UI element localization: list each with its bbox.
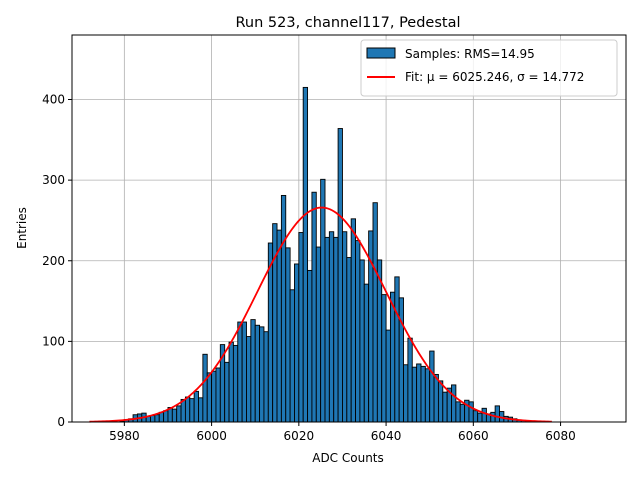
- plot-frame: [71, 34, 627, 423]
- histogram-bar: [254, 324, 261, 423]
- histogram-bar: [320, 178, 326, 423]
- histogram-bar: [394, 276, 400, 423]
- histogram-bar: [193, 390, 199, 423]
- legend: Samples: RMS=14.95 Fit: μ = 6025.246, σ …: [360, 39, 618, 97]
- histogram-bars: [119, 86, 531, 423]
- histogram-bar: [202, 353, 208, 423]
- histogram-bar: [337, 128, 343, 423]
- x-tick-label: 6060: [458, 429, 489, 443]
- histogram-bar: [451, 384, 457, 423]
- histogram-bar: [189, 398, 195, 423]
- histogram-bar: [376, 259, 383, 423]
- histogram-bar: [285, 247, 291, 423]
- histogram-bar: [171, 408, 178, 423]
- histogram-bar: [455, 401, 461, 423]
- histogram-bar: [459, 403, 466, 423]
- histogram-bar: [398, 297, 404, 423]
- x-tick-label: 6080: [545, 429, 576, 443]
- histogram-bar: [259, 326, 265, 423]
- x-axis-label: ADC Counts: [312, 451, 384, 465]
- histogram-bar: [472, 410, 479, 423]
- histogram-bar: [263, 331, 269, 423]
- y-tick-label: 400: [42, 93, 65, 107]
- grid-lines: [72, 35, 626, 423]
- histogram-bar: [198, 397, 204, 423]
- histogram-bar: [481, 407, 487, 423]
- histogram-bar: [442, 391, 448, 423]
- histogram-bar: [490, 411, 496, 423]
- histogram-bar: [477, 412, 483, 423]
- x-tick-label: 5980: [109, 429, 140, 443]
- y-tick-label: 100: [42, 334, 65, 348]
- histogram-bar: [468, 401, 474, 423]
- legend-swatch-samples: [366, 47, 396, 59]
- histogram-bar: [215, 367, 221, 423]
- y-tick-label: 0: [57, 415, 65, 429]
- histogram-bar: [424, 368, 431, 423]
- histogram-bar: [324, 236, 330, 423]
- histogram-bar: [302, 86, 309, 423]
- histogram-bar: [416, 363, 422, 423]
- histogram-bar: [163, 410, 169, 423]
- histogram-bar: [342, 231, 348, 423]
- histogram-bar: [237, 321, 243, 423]
- histogram-bar: [250, 319, 256, 423]
- histogram-bar: [294, 263, 300, 423]
- legend-box: [360, 39, 618, 97]
- histogram-bar: [298, 232, 304, 423]
- histogram-bar: [433, 373, 439, 423]
- legend-label-samples: Samples: RMS=14.95: [405, 47, 535, 61]
- x-axis-ticks: 5980 6000 6020 6040 6060 6080: [109, 422, 576, 443]
- histogram-bar: [420, 365, 426, 423]
- histogram-bar: [494, 405, 500, 423]
- histogram-bar: [350, 218, 356, 423]
- histogram-bar: [176, 405, 182, 423]
- y-axis-label: Entries: [15, 207, 29, 249]
- histogram-bar: [411, 366, 418, 423]
- y-tick-label: 300: [42, 173, 65, 187]
- histogram-bar: [289, 289, 295, 423]
- histogram-bar: [359, 259, 365, 423]
- histogram-bar: [228, 341, 234, 423]
- histogram-bar: [307, 269, 313, 423]
- histogram-bar: [246, 336, 252, 423]
- fit-curve-group: [89, 206, 552, 423]
- x-tick-label: 6000: [196, 429, 227, 443]
- histogram-bar: [315, 246, 322, 423]
- histogram-bar: [407, 337, 413, 423]
- histogram-bar: [437, 380, 444, 423]
- histogram-bar: [328, 231, 335, 423]
- y-tick-label: 200: [42, 254, 65, 268]
- y-axis-ticks: 0 100 200 300 400: [42, 93, 72, 429]
- histogram-bar: [403, 364, 409, 423]
- histogram-bar: [372, 202, 378, 423]
- legend-label-fit: Fit: μ = 6025.246, σ = 14.772: [405, 70, 584, 84]
- histogram-bar: [385, 329, 391, 423]
- histogram-bar: [276, 229, 282, 423]
- histogram-bar: [232, 344, 239, 423]
- histogram-bar: [333, 236, 339, 423]
- histogram-bar: [224, 361, 230, 423]
- histogram-bar: [241, 321, 247, 423]
- histogram-bar: [311, 191, 317, 423]
- histogram-bar: [355, 240, 361, 423]
- histogram-bar: [211, 370, 217, 423]
- histogram-bar: [346, 257, 352, 423]
- histogram-bar: [206, 372, 213, 423]
- histogram-bar: [150, 415, 156, 423]
- histogram-bar: [429, 350, 435, 423]
- gaussian-fit-curve: [89, 206, 552, 423]
- histogram-bar: [184, 396, 191, 423]
- histogram-bar: [154, 414, 160, 423]
- histogram-bar: [381, 294, 387, 423]
- histogram-bar: [389, 291, 396, 423]
- histogram-bar: [363, 283, 370, 423]
- chart-title: Run 523, channel117, Pedestal: [235, 15, 460, 31]
- x-tick-label: 6020: [284, 429, 315, 443]
- x-tick-label: 6040: [371, 429, 402, 443]
- histogram-bar: [280, 194, 287, 423]
